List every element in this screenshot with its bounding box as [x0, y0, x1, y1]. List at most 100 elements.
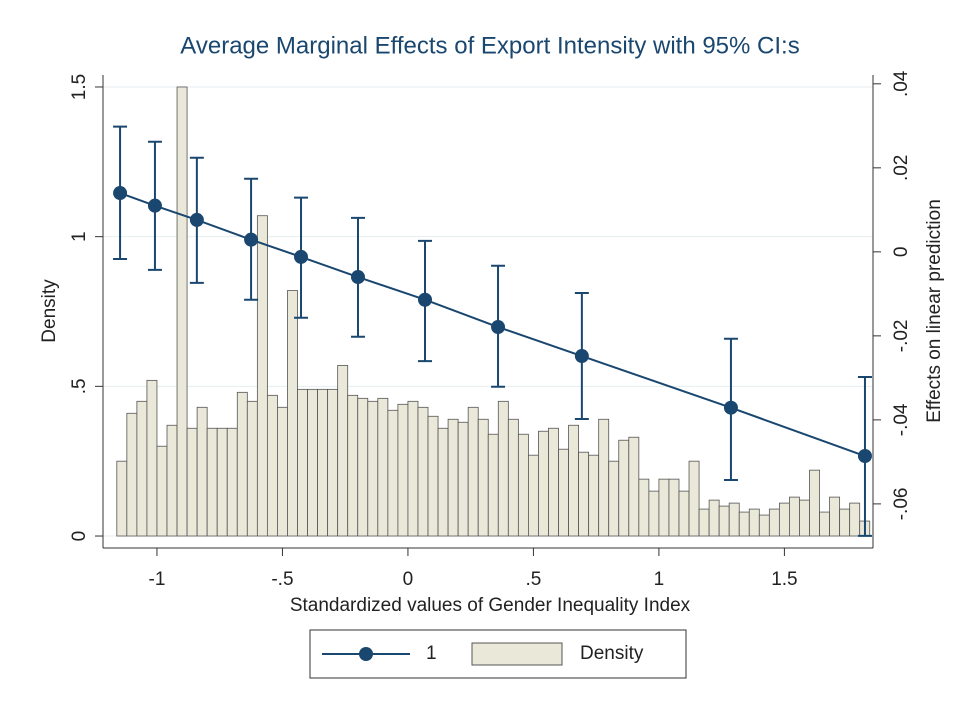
histogram-bar	[156, 445, 168, 537]
histogram-bar	[799, 499, 810, 537]
histogram-bar	[417, 406, 429, 537]
legend-swatch	[471, 642, 563, 666]
histogram-bar	[538, 430, 549, 537]
histogram-bar	[839, 508, 851, 537]
histogram-bar	[738, 511, 750, 537]
histogram-bar	[698, 508, 710, 537]
y2-tick-label: -.02	[891, 319, 912, 352]
x-tick-label: 1	[654, 569, 665, 590]
histogram-bar	[528, 454, 539, 537]
legend-marker	[359, 647, 373, 661]
point	[574, 349, 589, 364]
y-tick-label: 1.5	[69, 74, 90, 100]
histogram-bar	[146, 379, 158, 537]
point	[113, 186, 128, 201]
x-tick-label: -1	[149, 569, 166, 590]
histogram-bar	[297, 388, 308, 537]
histogram-bar	[347, 394, 359, 537]
histogram-bar	[648, 490, 660, 537]
histogram-bar	[477, 418, 489, 537]
histogram-bar	[758, 514, 770, 537]
histogram-bar	[206, 427, 218, 537]
x-tick-label: 1.5	[771, 569, 797, 590]
histogram-bar	[337, 364, 349, 537]
x-tick-label: .5	[525, 569, 541, 590]
point	[294, 249, 309, 264]
histogram-bar	[457, 421, 469, 537]
histogram-bar	[256, 215, 268, 537]
histogram-bar	[317, 388, 329, 537]
x-tick-label: -.5	[271, 569, 293, 590]
histogram-bar	[598, 418, 610, 537]
histogram-bar	[809, 469, 820, 537]
histogram-bar	[517, 433, 529, 537]
point	[147, 198, 162, 213]
x-axis-title: Standardized values of Gender Inequality…	[290, 595, 691, 616]
histogram-bar	[196, 406, 208, 537]
legend-box	[309, 629, 687, 679]
histogram-bar	[437, 427, 449, 537]
y2-tick-label: -.04	[891, 403, 912, 436]
histogram-bar	[829, 496, 841, 537]
histogram-bar	[728, 502, 740, 537]
histogram-bar	[507, 418, 519, 537]
y-axis-title: Density	[39, 279, 60, 343]
histogram-bar	[226, 427, 238, 537]
histogram-bar	[116, 460, 128, 537]
histogram-bar	[367, 400, 379, 537]
legend-label: 1	[426, 643, 437, 664]
x-tick-label: 0	[403, 569, 414, 590]
histogram-bar	[568, 424, 580, 537]
histogram-bar	[718, 505, 730, 537]
y-tick-label: 0	[69, 531, 90, 542]
histogram-bar	[778, 502, 790, 537]
histogram-bar	[789, 496, 800, 537]
histogram-bar	[277, 406, 288, 537]
y2-tick-label: 0	[891, 247, 912, 258]
histogram-bar	[708, 499, 720, 537]
histogram-bar	[578, 451, 590, 537]
point	[189, 212, 204, 227]
histogram-bar	[658, 478, 670, 537]
histogram-bar	[558, 448, 569, 537]
histogram-bar	[246, 400, 258, 537]
histogram-bar	[819, 511, 830, 537]
legend-label: Density	[580, 643, 644, 664]
histogram-bar	[768, 508, 780, 537]
y2-tick-label: .02	[891, 155, 912, 181]
point	[244, 232, 259, 247]
histogram-bar	[497, 400, 509, 537]
histogram-bar	[849, 502, 861, 537]
histogram-bar	[236, 391, 248, 537]
histogram-bar	[678, 490, 690, 537]
histogram-bar	[638, 478, 650, 537]
histogram-bar	[327, 388, 339, 537]
histogram-bar	[266, 394, 278, 537]
histogram-bar	[407, 400, 419, 537]
histogram-bar	[427, 415, 439, 537]
point	[491, 320, 506, 335]
histogram-bar	[688, 460, 700, 537]
chart-title: Average Marginal Effects of Export Inten…	[180, 32, 799, 59]
histogram-bar	[608, 460, 620, 537]
point	[857, 449, 872, 464]
histogram-bar	[166, 424, 178, 537]
histogram-bar	[628, 436, 640, 537]
histogram-bar	[668, 478, 680, 537]
histogram-bar	[357, 397, 369, 537]
histogram-bar	[467, 406, 479, 537]
histogram-bar	[548, 427, 559, 537]
histogram-bar	[186, 427, 198, 537]
histogram-bar	[176, 86, 188, 537]
histogram-bar	[307, 388, 318, 537]
y-tick-label: 1	[69, 231, 90, 242]
histogram-bar	[126, 412, 138, 537]
histogram-bar	[397, 403, 409, 537]
point	[723, 400, 738, 415]
histogram-bar	[588, 454, 600, 537]
histogram-bar	[618, 439, 630, 537]
histogram-bar	[377, 397, 389, 537]
histogram-bar	[487, 433, 499, 537]
